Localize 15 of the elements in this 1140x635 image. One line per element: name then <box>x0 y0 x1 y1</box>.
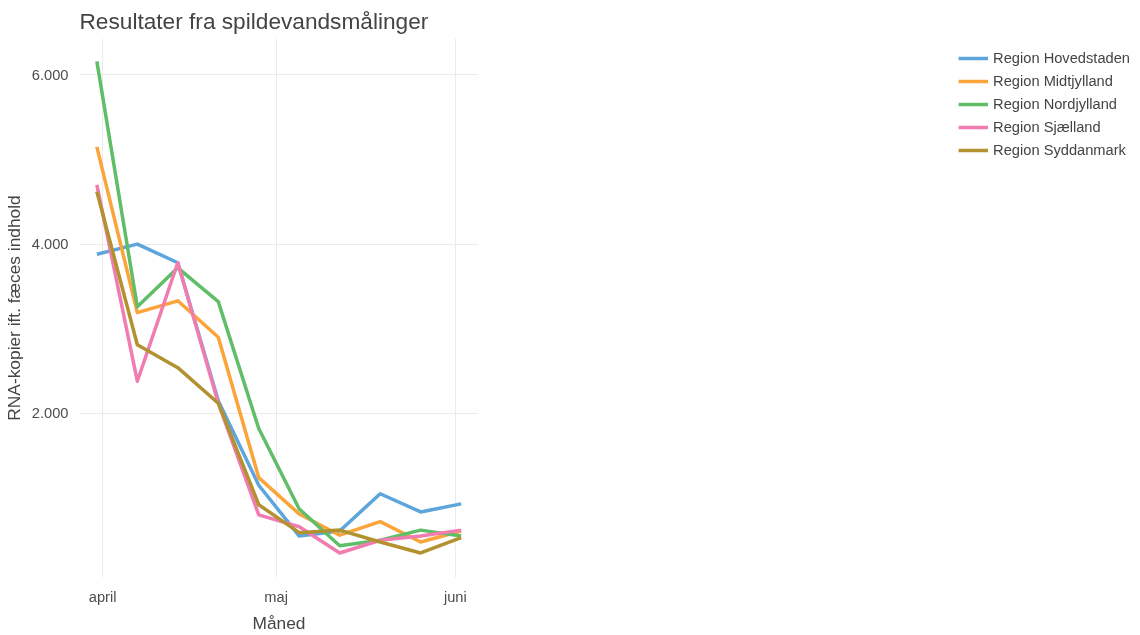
line-series <box>95 59 463 548</box>
legend-label: Region Midtjylland <box>993 73 1113 89</box>
legend-label: Region Syddanmark <box>993 142 1126 158</box>
legend-label: Region Sjælland <box>993 119 1101 135</box>
y-axis-title: RNA-kopier ift. fæces indhold <box>3 195 24 421</box>
chart-title: Resultater fra spildevandsmålinger <box>79 7 429 34</box>
y-tick-label: 6.000 <box>31 66 69 83</box>
x-tick-label: maj <box>264 588 288 605</box>
x-tick-label: juni <box>442 588 467 605</box>
x-axis-title: Måned <box>252 612 306 633</box>
y-tick-label: 4.000 <box>31 236 69 253</box>
y-tick-label: 2.000 <box>31 405 69 422</box>
legend-label: Region Nordjylland <box>993 96 1117 112</box>
x-tick-label: april <box>88 588 117 605</box>
legend-label: Region Hovedstaden <box>993 50 1130 66</box>
